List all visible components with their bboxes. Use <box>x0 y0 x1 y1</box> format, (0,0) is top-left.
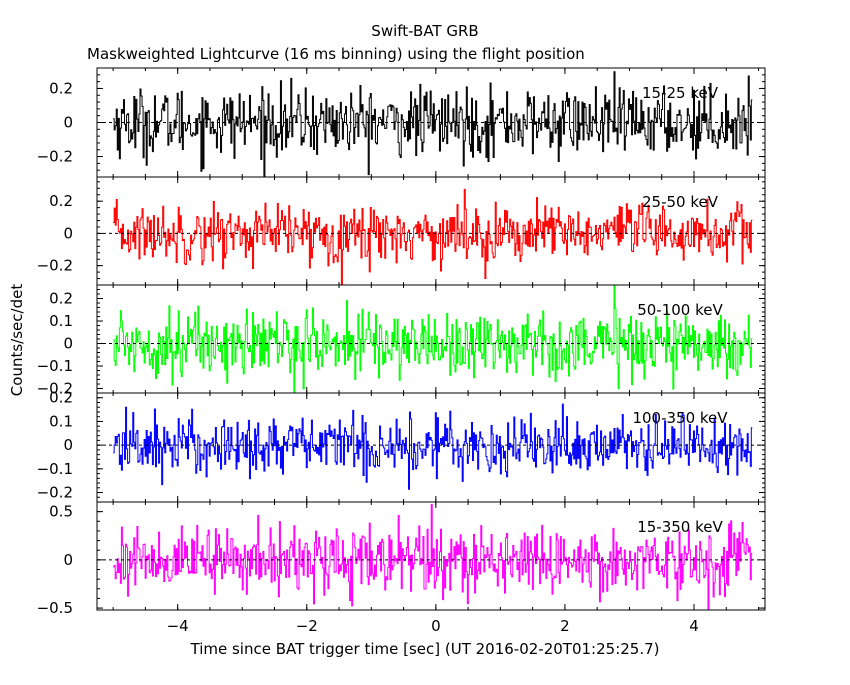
y-tick-label: 0.2 <box>49 79 73 97</box>
series-trace <box>113 71 753 177</box>
x-axis-label: Time since BAT trigger time [sec] (UT 20… <box>190 640 660 658</box>
panel-5: −0.5 0 0.5 15-350 keV <box>37 501 766 617</box>
y-tick-label: 0 <box>63 436 73 454</box>
x-tick-label: −4 <box>167 617 189 635</box>
y-tick-label: 0 <box>63 551 73 569</box>
y-tick-label: −0.2 <box>37 148 73 166</box>
series-label: 50-100 keV <box>637 301 723 319</box>
panel-4: −0.2 −0.1 0 0.1 0.2 100-350 keV <box>37 389 766 503</box>
panel-2: −0.2 0 0.2 25-50 keV <box>37 176 766 286</box>
panel-3: −0.2 −0.1 0 0.1 0.2 50-100 keV <box>37 284 766 398</box>
chart-title: Swift-BAT GRB <box>371 22 478 40</box>
x-tick-label: 4 <box>689 617 699 635</box>
panels-group: −0.200.2 15-25 keV−0.200.2 25-50 keV−0.2−0… <box>37 67 766 617</box>
y-tick-label: −0.1 <box>37 460 73 478</box>
chart-subtitle: Maskweighted Lightcurve (16 ms binning) … <box>87 45 585 63</box>
y-tick-label: −0.2 <box>37 380 73 398</box>
series-trace <box>113 285 753 393</box>
y-tick-label: −0.2 <box>37 257 73 275</box>
x-tick-label: −2 <box>296 617 318 635</box>
y-tick-label: 0.1 <box>49 412 73 430</box>
series-label: 15-350 keV <box>637 518 723 536</box>
panel-1: −0.2 0 0.2 15-25 keV <box>37 67 766 178</box>
x-tick-label: 0 <box>431 617 441 635</box>
series-label: 100-350 keV <box>632 409 728 427</box>
y-tick-label: −0.2 <box>37 484 73 502</box>
y-tick-label: 0.5 <box>49 503 73 521</box>
y-axis-label: Counts/sec/det <box>8 284 26 397</box>
y-tick-label: 0 <box>63 224 73 242</box>
series-label: 15-25 keV <box>642 84 719 102</box>
series-trace <box>113 504 753 610</box>
x-tick-label: 2 <box>560 617 570 635</box>
series-label: 25-50 keV <box>642 193 719 211</box>
y-tick-label: −0.5 <box>37 599 73 617</box>
panel-frame <box>96 501 766 611</box>
y-tick-label: 0.2 <box>49 290 73 308</box>
y-tick-label: 0 <box>63 335 73 353</box>
y-tick-label: 0.2 <box>49 192 73 210</box>
y-tick-label: 0.2 <box>49 389 73 407</box>
x-axis-tick-labels: −4 −2 0 2 4 <box>167 617 699 635</box>
y-tick-label: −0.1 <box>37 357 73 375</box>
y-tick-label: 0 <box>63 114 73 132</box>
series-trace <box>113 403 753 490</box>
series-trace <box>113 188 753 285</box>
y-tick-label: 0.1 <box>49 312 73 330</box>
